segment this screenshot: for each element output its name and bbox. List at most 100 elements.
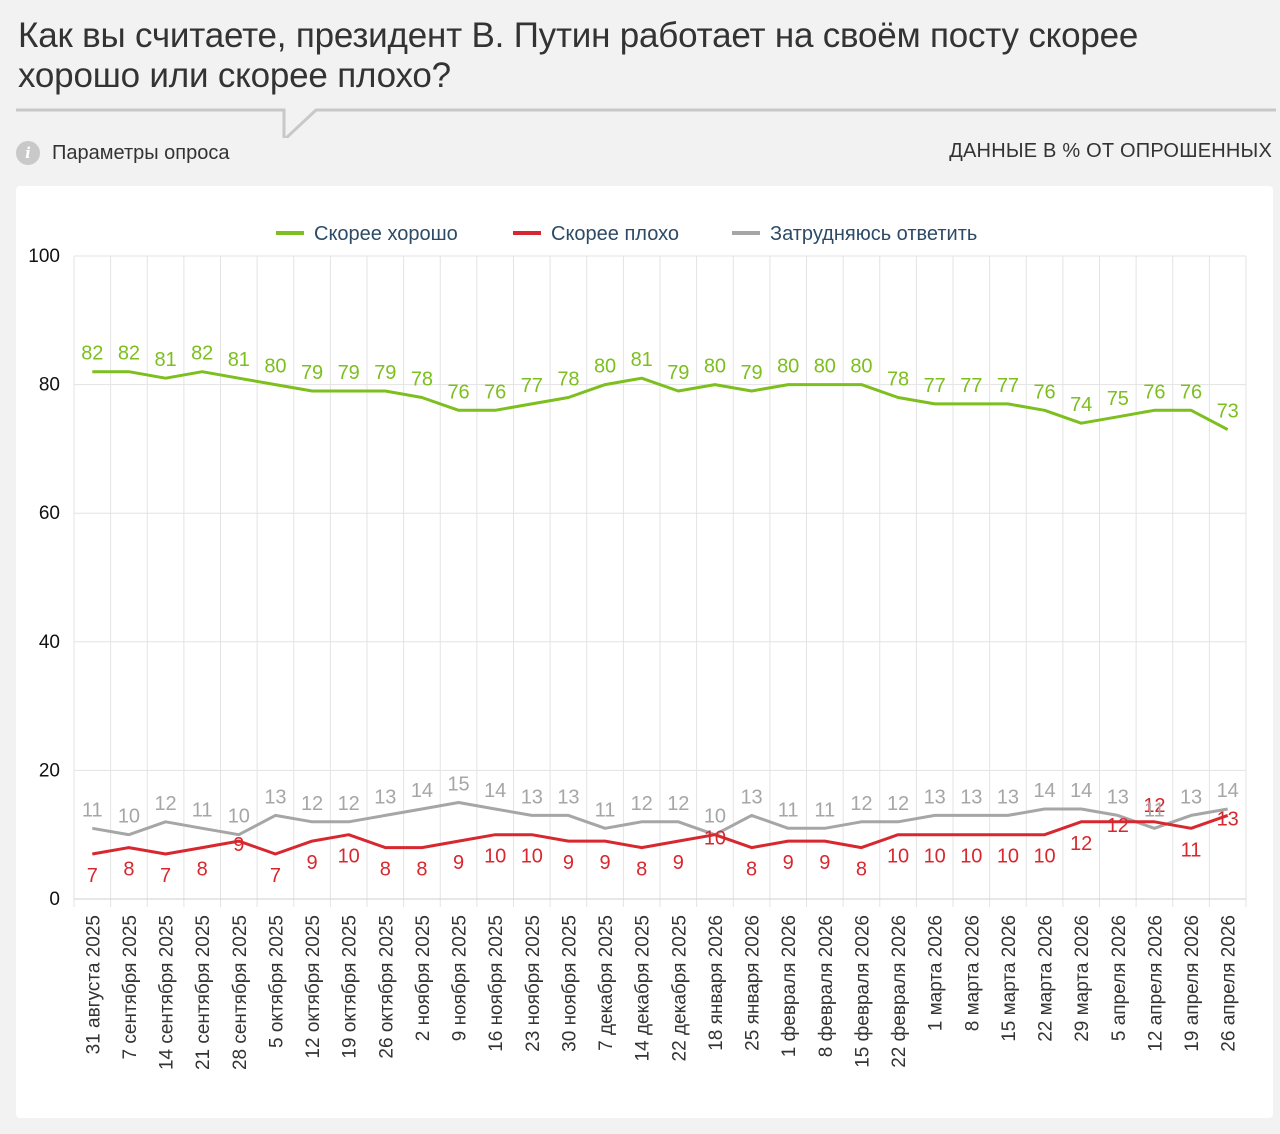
data-label: 14 xyxy=(1033,780,1055,802)
data-label: 82 xyxy=(81,343,103,365)
data-label: 14 xyxy=(411,780,433,802)
data-label: 8 xyxy=(746,859,757,881)
y-tick-label: 80 xyxy=(39,375,60,396)
x-tick-label: 9 ноября 2025 xyxy=(450,915,471,1041)
data-label: 10 xyxy=(887,846,909,868)
x-tick-label: 22 февраля 2026 xyxy=(889,915,910,1068)
data-label: 9 xyxy=(600,852,611,874)
x-tick-label: 26 апреля 2026 xyxy=(1219,915,1240,1052)
data-label: 13 xyxy=(960,786,982,808)
data-label: 79 xyxy=(301,362,323,384)
data-label: 80 xyxy=(264,356,286,378)
legend-item[interactable]: Скорее плохо xyxy=(551,223,679,245)
x-tick-label: 22 декабря 2025 xyxy=(669,915,690,1061)
data-label: 10 xyxy=(704,828,726,850)
legend-item[interactable]: Скорее хорошо xyxy=(314,223,458,245)
data-label: 79 xyxy=(740,362,762,384)
x-tick-label: 2 ноября 2025 xyxy=(413,915,434,1041)
data-label: 13 xyxy=(1217,808,1239,830)
x-tick-label: 19 октября 2025 xyxy=(340,915,361,1059)
data-label: 13 xyxy=(1107,786,1129,808)
x-tick-label: 26 октября 2025 xyxy=(376,915,397,1059)
data-label: 11 xyxy=(1144,799,1165,821)
data-label: 9 xyxy=(233,834,244,856)
data-label: 11 xyxy=(595,799,616,821)
x-tick-label: 1 февраля 2026 xyxy=(779,915,800,1057)
data-label: 12 xyxy=(154,793,176,815)
x-tick-label: 22 марта 2026 xyxy=(1036,915,1057,1042)
data-label: 14 xyxy=(1217,780,1239,802)
data-label: 80 xyxy=(594,356,616,378)
data-label: 75 xyxy=(1107,388,1129,410)
data-label: 13 xyxy=(924,786,946,808)
series-line-0 xyxy=(92,370,1229,431)
data-label: 10 xyxy=(118,806,140,828)
x-tick-label: 7 сентября 2025 xyxy=(120,915,141,1059)
data-label: 12 xyxy=(1143,795,1165,817)
survey-params-label: Параметры опроса xyxy=(52,141,230,164)
data-label: 76 xyxy=(447,381,469,403)
x-tick-label: 18 января 2026 xyxy=(706,915,727,1051)
data-label: 76 xyxy=(1180,381,1202,403)
data-label: 77 xyxy=(997,375,1019,397)
x-tick-label: 14 декабря 2025 xyxy=(633,915,654,1061)
data-label: 9 xyxy=(563,852,574,874)
chart-panel: 0 20 40 60 80 100 31 августа 2025 7 сентября 20… xyxy=(16,186,1273,1118)
data-label: 13 xyxy=(521,786,543,808)
data-label: 81 xyxy=(154,349,176,371)
data-label: 78 xyxy=(887,368,909,390)
units-label: ДАННЫЕ В % ОТ ОПРОШЕННЫХ xyxy=(949,140,1272,162)
x-tick-label: 1 марта 2026 xyxy=(926,915,947,1031)
data-label: 76 xyxy=(1143,381,1165,403)
data-label: 9 xyxy=(307,852,318,874)
data-label: 10 xyxy=(924,846,946,868)
legend-item[interactable]: Затрудняюсь ответить xyxy=(770,223,977,245)
data-label: 10 xyxy=(521,846,543,868)
data-label: 8 xyxy=(123,859,134,881)
data-label: 80 xyxy=(814,356,836,378)
data-label: 14 xyxy=(484,780,506,802)
data-label: 77 xyxy=(924,375,946,397)
data-label: 8 xyxy=(636,859,647,881)
x-tick-label: 19 апреля 2026 xyxy=(1182,915,1203,1052)
data-label: 14 xyxy=(1070,780,1092,802)
data-label: 8 xyxy=(197,859,208,881)
x-tick-label: 12 октября 2025 xyxy=(303,915,324,1059)
data-label: 81 xyxy=(228,349,250,371)
data-label: 81 xyxy=(631,349,653,371)
data-label: 80 xyxy=(850,356,872,378)
x-tick-label: 8 марта 2026 xyxy=(962,915,983,1031)
data-label: 76 xyxy=(1033,381,1055,403)
x-tick-label: 30 ноября 2025 xyxy=(559,915,580,1052)
data-label: 13 xyxy=(740,786,762,808)
data-label: 73 xyxy=(1217,401,1239,423)
data-label: 12 xyxy=(338,793,360,815)
data-label: 8 xyxy=(416,859,427,881)
data-label: 11 xyxy=(192,799,213,821)
data-label: 13 xyxy=(264,786,286,808)
data-label: 82 xyxy=(118,343,140,365)
data-label: 79 xyxy=(374,362,396,384)
data-label: 79 xyxy=(667,362,689,384)
y-tick-label: 100 xyxy=(28,246,60,267)
x-tick-label: 14 сентября 2025 xyxy=(157,915,178,1070)
data-label: 8 xyxy=(856,859,867,881)
series-line-1 xyxy=(92,813,1229,856)
data-label: 12 xyxy=(887,793,909,815)
x-tick-label: 5 апреля 2026 xyxy=(1109,915,1130,1041)
data-label: 78 xyxy=(557,368,579,390)
x-tick-label: 29 марта 2026 xyxy=(1072,915,1093,1042)
x-tick-label: 5 октября 2025 xyxy=(266,915,287,1048)
x-tick-label: 25 января 2026 xyxy=(743,915,764,1051)
survey-params-toggle[interactable]: i Параметры опроса xyxy=(16,140,230,166)
data-label: 11 xyxy=(82,799,103,821)
data-label: 77 xyxy=(521,375,543,397)
data-label: 9 xyxy=(453,852,464,874)
x-tick-label: 12 апреля 2026 xyxy=(1145,915,1166,1052)
data-label: 11 xyxy=(814,799,835,821)
x-tick-label: 31 августа 2025 xyxy=(83,915,104,1054)
series-line-2 xyxy=(92,801,1228,837)
x-tick-label: 7 декабря 2025 xyxy=(596,915,617,1051)
data-label: 10 xyxy=(704,806,726,828)
